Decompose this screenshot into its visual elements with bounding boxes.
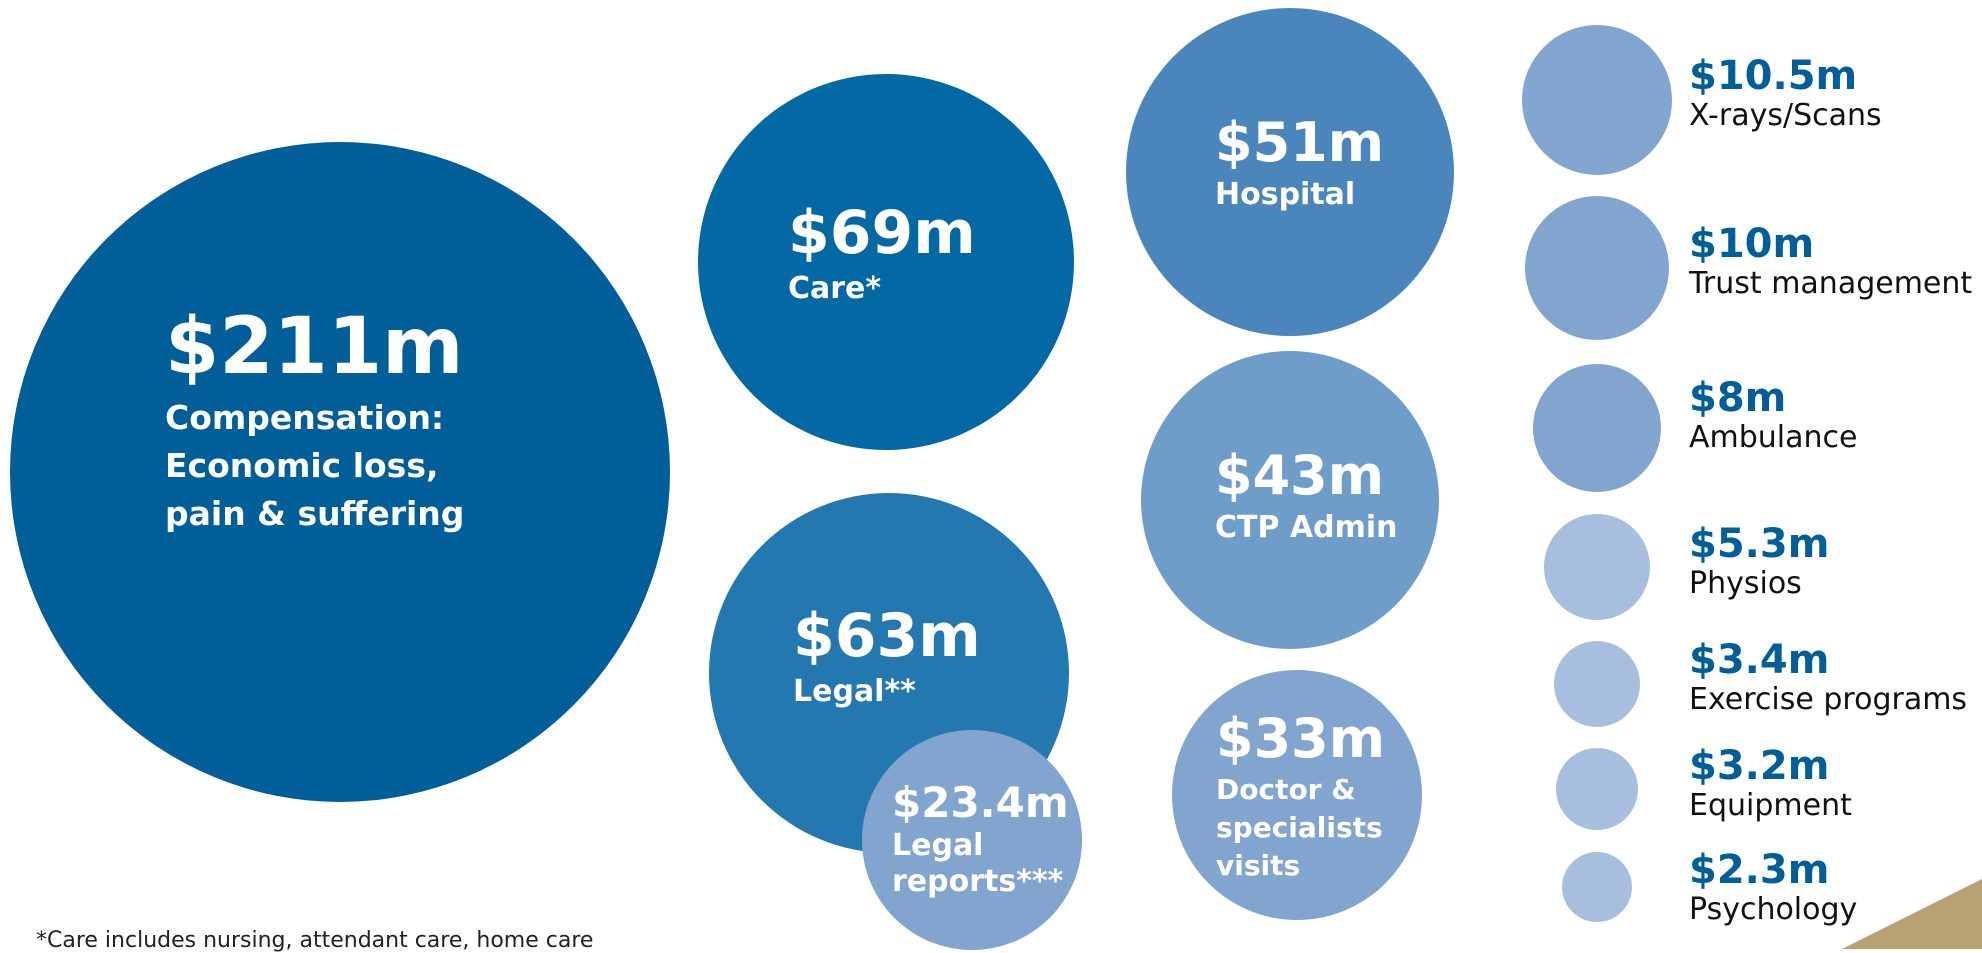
bubble-label: $69m Care* xyxy=(788,197,976,309)
bubble-amount: $69m xyxy=(788,198,976,268)
bubble-category: Physios xyxy=(1689,566,1802,601)
bubble-amount: $23.4m xyxy=(892,778,1069,827)
bubble-label: $23.4m Legal reports*** xyxy=(892,778,1069,900)
bubble-category: Hospital xyxy=(1215,177,1356,212)
bubble xyxy=(1522,25,1672,175)
bubble-label: $51m Hospital xyxy=(1215,110,1384,215)
bubble-amount: $10m xyxy=(1689,221,1815,267)
bubble-amount: $3.4m xyxy=(1689,637,1830,683)
bubble-amount: $51m xyxy=(1215,111,1384,174)
bubble-category: CTP Admin xyxy=(1215,510,1398,545)
bubble xyxy=(1544,514,1650,620)
bubble-amount: $33m xyxy=(1216,707,1385,770)
bubble-label: $43m CTP Admin xyxy=(1215,443,1398,548)
bubble xyxy=(1525,196,1669,340)
bubble-amount: $211m xyxy=(165,302,464,392)
bubble xyxy=(698,74,1074,450)
bubble xyxy=(862,730,1082,950)
bubble-category: Doctor & specialists visits xyxy=(1216,773,1383,882)
bubble-category: Legal** xyxy=(793,674,916,709)
bubble-amount: $5.3m xyxy=(1689,521,1830,567)
bubble-category: Ambulance xyxy=(1689,420,1858,455)
bubble-label: $10m Trust management xyxy=(1689,222,1972,302)
bubble-label: $3.2m Equipment xyxy=(1689,744,1852,824)
bubble-category: Psychology xyxy=(1689,892,1858,927)
bubble xyxy=(1554,641,1640,727)
bubble xyxy=(1533,364,1661,492)
bubble-label: $33m Doctor & specialists visits xyxy=(1216,706,1385,885)
bubble xyxy=(1172,670,1422,920)
bubble-category: Compensation: Economic loss, pain & suff… xyxy=(165,398,465,533)
bubble-amount: $63m xyxy=(793,601,981,671)
bubble-label: $211m Compensation: Economic loss, pain &… xyxy=(165,300,464,538)
bubble-amount: $43m xyxy=(1215,444,1384,507)
bubble-category: Equipment xyxy=(1689,788,1852,823)
bubble xyxy=(1556,748,1638,830)
bubble xyxy=(1141,351,1439,649)
bubble-category: X-rays/Scans xyxy=(1689,98,1882,133)
corner-decoration xyxy=(1842,879,1982,949)
bubble-label: $5.3m Physios xyxy=(1689,522,1829,602)
bubble-amount: $8m xyxy=(1689,375,1787,421)
bubble-label: $63m Legal** xyxy=(793,600,981,712)
bubble-category: Care* xyxy=(788,271,882,306)
bubble-category: Trust management xyxy=(1689,266,1973,301)
corner-triangle xyxy=(1842,879,1982,949)
bubble-category: Legal reports*** xyxy=(892,828,1064,899)
bubble xyxy=(1562,852,1632,922)
bubble xyxy=(1126,8,1454,336)
bubble-label: $8m Ambulance xyxy=(1689,376,1858,456)
bubble-label: $3.4m Exercise programs xyxy=(1689,638,1967,718)
bubble-amount: $3.2m xyxy=(1689,743,1830,789)
bubble-category: Exercise programs xyxy=(1689,682,1968,717)
bubble-amount: $10.5m xyxy=(1689,53,1858,99)
bubble-amount: $2.3m xyxy=(1689,847,1830,893)
bubble-label: $2.3m Psychology xyxy=(1689,848,1857,928)
bubble xyxy=(10,142,670,802)
bubble-label: $10.5m X-rays/Scans xyxy=(1689,54,1882,134)
footnote: *Care includes nursing, attendant care, … xyxy=(36,928,594,953)
